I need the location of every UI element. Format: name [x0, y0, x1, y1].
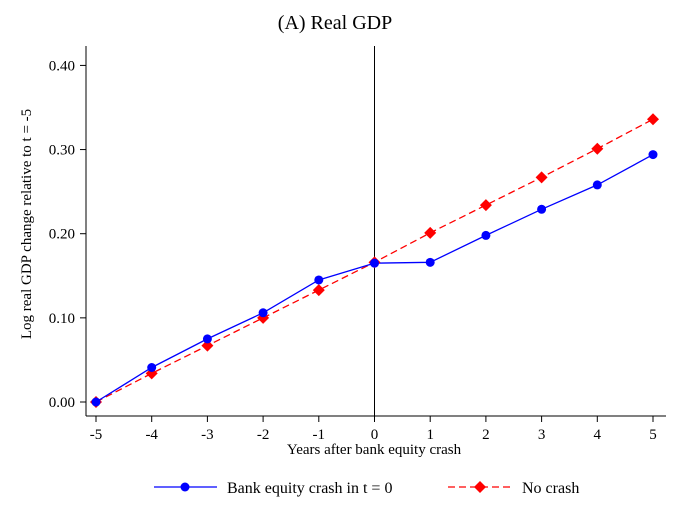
- x-tick-label: 2: [482, 427, 490, 443]
- y-tick-label: 0.40: [49, 58, 75, 74]
- y-tick-label: 0.00: [49, 395, 75, 411]
- data-point-no-crash: [312, 284, 325, 297]
- data-point-no-crash: [591, 142, 604, 155]
- data-point-crash: [481, 230, 491, 240]
- data-point-crash: [370, 258, 379, 268]
- data-point-crash: [91, 397, 101, 407]
- x-tick-label: 0: [371, 427, 379, 443]
- data-point-crash: [537, 204, 547, 214]
- y-tick-label: 0.20: [49, 227, 75, 243]
- x-tick-label: -3: [201, 427, 214, 443]
- data-point-no-crash: [201, 339, 214, 352]
- data-point-crash: [147, 363, 157, 372]
- x-tick-label: -5: [90, 427, 103, 443]
- data-point-crash: [202, 334, 212, 344]
- x-tick-label: 4: [594, 427, 602, 443]
- x-tick-label: 5: [649, 427, 657, 443]
- data-point-no-crash: [535, 171, 548, 184]
- x-tick-label: -1: [313, 427, 326, 443]
- y-axis-title: Log real GDP change relative to t = -5: [19, 109, 35, 339]
- data-point-crash: [314, 275, 324, 285]
- y-tick-label: 0.30: [49, 143, 75, 159]
- data-point-crash: [592, 180, 602, 190]
- series-layer: [90, 113, 659, 408]
- x-tick-label: 1: [426, 427, 434, 443]
- data-point-no-crash: [647, 113, 659, 126]
- legend-label-crash: Bank equity crash in t = 0: [227, 480, 392, 497]
- data-point-no-crash: [424, 226, 437, 239]
- y-axis-ticks: 0.00 0.10 0.20 0.30 0.40: [49, 58, 86, 411]
- chart-title: (A) Real GDP: [278, 12, 392, 34]
- x-tick-label: -2: [257, 427, 270, 443]
- legend: Bank equity crash in t = 0 No crash: [154, 480, 579, 497]
- legend-label-no-crash: No crash: [522, 480, 579, 497]
- data-point-crash: [258, 308, 268, 318]
- data-point-no-crash: [479, 199, 492, 212]
- x-tick-label: 3: [538, 427, 546, 443]
- y-tick-label: 0.10: [49, 311, 75, 327]
- plot-area: [85, 46, 666, 417]
- data-point-crash: [648, 150, 658, 160]
- x-axis-ticks: -5 -4 -3 -2 -1 0 1 2 3 4 5: [90, 416, 657, 443]
- x-axis-title: Years after bank equity crash: [287, 442, 462, 458]
- data-point-crash: [425, 257, 435, 267]
- legend-marker-no-crash: [474, 481, 486, 493]
- x-tick-label: -4: [145, 427, 158, 443]
- legend-marker-crash: [180, 482, 190, 492]
